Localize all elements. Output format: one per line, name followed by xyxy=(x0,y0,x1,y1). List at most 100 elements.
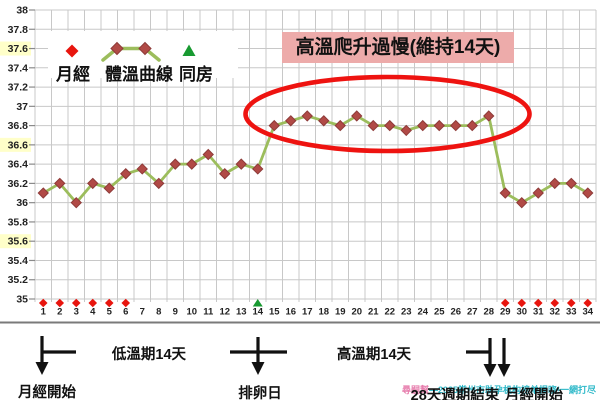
diamond-marker xyxy=(566,298,576,308)
arrow-head xyxy=(35,362,49,375)
x-tick-label: 6 xyxy=(123,307,128,318)
y-tick-label: 37.6 xyxy=(8,43,29,55)
x-tick-label: 25 xyxy=(434,307,445,318)
diamond-marker xyxy=(516,196,528,209)
diamond-marker xyxy=(466,119,478,132)
label-menses-start-left: 月經開始 xyxy=(18,385,76,400)
diamond-marker xyxy=(533,298,543,308)
x-tick-label: 14 xyxy=(252,307,263,318)
x-tick-label: 8 xyxy=(156,307,161,318)
x-tick-label: 3 xyxy=(74,307,79,318)
x-tick-label: 22 xyxy=(384,307,395,318)
y-tick-label: 35 xyxy=(16,294,28,306)
diamond-marker xyxy=(186,158,198,170)
x-tick-label: 11 xyxy=(203,307,214,318)
x-tick-label: 5 xyxy=(107,307,113,318)
y-tick-label: 37.4 xyxy=(8,62,29,74)
diamond-marker xyxy=(499,187,511,199)
x-tick-label: 34 xyxy=(582,307,593,318)
diamond-marker xyxy=(285,115,297,127)
diamond-marker xyxy=(351,110,363,122)
x-axis-labels: 1 2 3 4 5 6 7 8 9 10 11 12 13 14 15 16 17 18 19 20 21 22 23 24 2… xyxy=(41,307,594,318)
diamond-marker xyxy=(88,298,98,308)
y-tick-label: 37.2 xyxy=(8,82,29,94)
diamond-marker xyxy=(582,187,594,199)
annotation-title: 高溫爬升過慢(維持14天) xyxy=(282,32,514,63)
x-tick-label: 18 xyxy=(318,307,329,318)
diamond-marker xyxy=(169,158,181,170)
legend-label-intercourse: 同房 xyxy=(179,65,213,84)
diamond-marker xyxy=(54,177,66,190)
watermark-prefix: 尋嗣幫 xyxy=(401,385,429,395)
x-tick-label: 19 xyxy=(335,307,346,318)
label-ovulation-day: 排卵日 xyxy=(238,386,282,400)
diamond-marker xyxy=(121,298,131,308)
x-tick-label: 7 xyxy=(140,307,145,318)
diamond-marker xyxy=(55,298,65,308)
y-tick-label: 36.4 xyxy=(8,159,29,171)
diamond-marker xyxy=(417,119,429,132)
legend-triangle-sample xyxy=(182,44,196,56)
y-tick-label: 36.6 xyxy=(8,139,29,151)
temperature-curve xyxy=(41,114,590,205)
y-tick-label: 35.4 xyxy=(8,255,29,267)
diamond-marker xyxy=(110,41,124,56)
x-tick-label: 23 xyxy=(401,307,412,318)
diamond-marker xyxy=(103,182,115,194)
y-tick-label: 35.2 xyxy=(8,274,29,286)
diamond-marker xyxy=(71,298,81,308)
x-tick-label: 21 xyxy=(368,307,379,318)
diamond-marker xyxy=(37,187,49,199)
label-menses-start-right: 月經開始 xyxy=(505,388,563,400)
y-tick-label: 35.8 xyxy=(8,216,29,228)
legend-label-menses: 月經 xyxy=(56,65,90,84)
diamond-marker xyxy=(334,119,346,132)
x-tick-label: 16 xyxy=(285,307,296,318)
diamond-marker xyxy=(565,177,577,190)
diamond-marker xyxy=(202,148,214,161)
high-phase-circle xyxy=(243,74,532,154)
y-axis-labels: 38 37.8 37.6 37.4 37.2 37 36.8 36.6 36.4 36.2 36 35… xyxy=(8,5,29,306)
x-tick-label: 29 xyxy=(500,307,511,318)
diamond-marker xyxy=(104,298,114,308)
arrow-head xyxy=(483,364,497,377)
curve-points xyxy=(37,110,594,209)
diamond-marker xyxy=(400,124,412,137)
diamond-marker xyxy=(583,298,593,308)
ytick-highlight xyxy=(0,137,31,152)
ytick-highlight xyxy=(0,41,31,56)
watermark: 尋嗣幫—2025常州市助孕机构榜单揭晓!一網打尽 xyxy=(0,383,596,396)
label-low-temp-phase: 低溫期14天 xyxy=(111,347,187,363)
x-tick-label: 15 xyxy=(269,307,280,318)
x-tick-label: 1 xyxy=(41,307,47,318)
arrow-head xyxy=(497,364,511,377)
diamond-marker xyxy=(532,187,544,199)
diamond-marker xyxy=(500,298,510,308)
y-tick-label: 36 xyxy=(16,197,28,209)
legend-background xyxy=(48,31,238,78)
x-tick-label: 17 xyxy=(302,307,313,318)
diamond-marker xyxy=(120,168,132,180)
diamond-marker xyxy=(450,119,462,132)
x-tick-label: 2 xyxy=(57,307,62,318)
diamond-marker xyxy=(252,163,264,175)
diamond-marker xyxy=(384,119,396,132)
x-tick-label: 28 xyxy=(483,307,494,318)
diamond-marker xyxy=(138,41,152,56)
y-tick-label: 37 xyxy=(16,101,28,113)
x-tick-label: 10 xyxy=(186,307,197,318)
diamond-marker xyxy=(549,177,561,190)
x-tick-label: 9 xyxy=(173,307,178,318)
x-tick-label: 24 xyxy=(417,307,428,318)
x-tick-label: 27 xyxy=(467,307,478,318)
legend-curve-sample xyxy=(101,46,161,62)
arrow-head xyxy=(251,362,265,375)
ytick-highlight xyxy=(0,234,31,249)
diamond-marker xyxy=(219,168,231,180)
diamond-marker xyxy=(153,177,165,190)
diamond-marker xyxy=(550,298,560,308)
legend-label-temperature-curve: 體溫曲線 xyxy=(105,65,173,84)
x-tick-label: 31 xyxy=(533,307,544,318)
